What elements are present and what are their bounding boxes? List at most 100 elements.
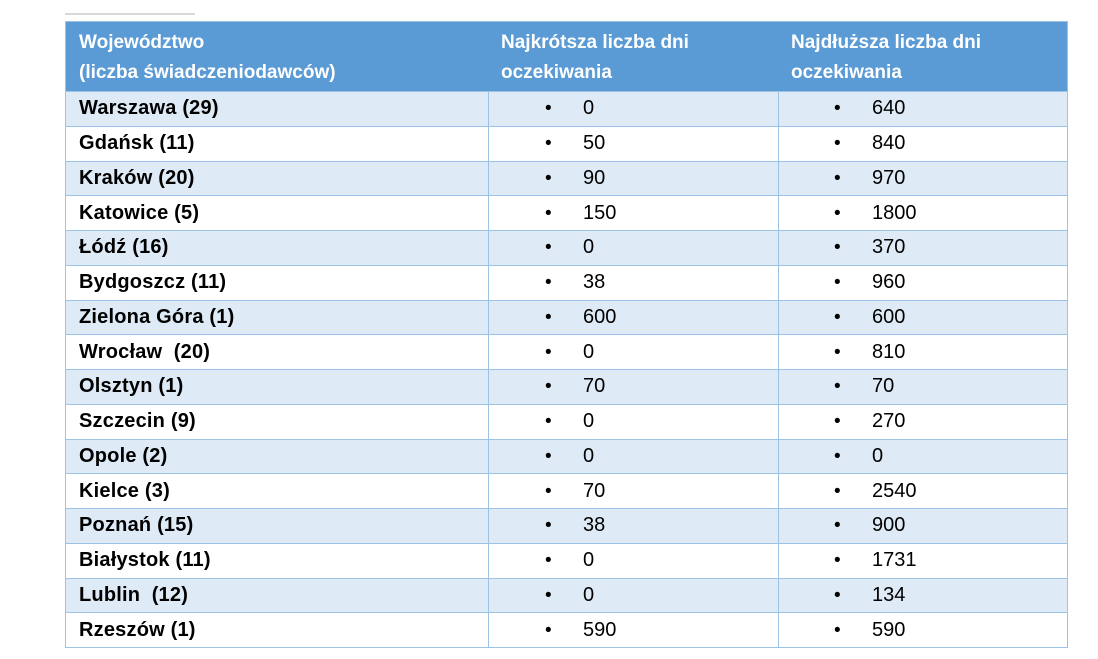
city-cell: Poznań (15): [66, 509, 488, 543]
min-days-value: 0: [583, 410, 595, 433]
table-row: Lublin (12) • 0 • 134: [66, 578, 1067, 614]
bullet-icon: •: [545, 550, 552, 572]
bullet-icon: •: [834, 445, 841, 467]
max-days-value: 970: [872, 166, 906, 189]
header-line: oczekiwania: [501, 62, 612, 83]
bullet-icon: •: [545, 272, 552, 294]
city-label: Gdańsk (11): [79, 132, 195, 155]
bullet-icon: •: [545, 584, 552, 606]
bullet-icon: •: [834, 480, 841, 502]
city-label: Rzeszów (1): [79, 618, 196, 641]
bullet-icon: •: [545, 341, 552, 363]
header-line: Najkrótsza liczba dni: [501, 32, 689, 53]
min-days-value: 0: [583, 340, 595, 363]
city-cell: Szczecin (9): [66, 405, 488, 439]
bullet-icon: •: [834, 272, 841, 294]
min-days-value: 38: [583, 514, 606, 537]
min-days-cell: • 0: [488, 543, 778, 578]
city-label: Łódź (16): [79, 236, 169, 259]
max-days-cell: • 900: [778, 509, 1069, 543]
min-days-value: 0: [583, 549, 595, 572]
min-days-cell: • 150: [488, 196, 778, 230]
bullet-icon: •: [834, 584, 841, 606]
waiting-times-table: Województwo (liczba świadczeniodawców) N…: [65, 21, 1068, 648]
bullet-icon: •: [545, 445, 552, 467]
bullet-icon: •: [834, 306, 841, 328]
city-cell: Kraków (20): [66, 162, 488, 196]
max-days-cell: • 810: [778, 335, 1069, 369]
cropped-artifact-line: [65, 13, 195, 15]
min-days-value: 50: [583, 132, 606, 155]
bullet-icon: •: [834, 98, 841, 120]
city-label: Opole (2): [79, 444, 168, 467]
city-cell: Katowice (5): [66, 196, 488, 230]
min-days-cell: • 38: [488, 509, 778, 543]
city-label: Kraków (20): [79, 166, 195, 189]
max-days-value: 134: [872, 583, 906, 606]
header-cell-max-days: Najdłuższa liczba dni oczekiwania: [778, 22, 1069, 91]
city-cell: Lublin (12): [66, 579, 488, 613]
min-days-value: 0: [583, 236, 595, 259]
header-line: Województwo: [79, 32, 205, 53]
max-days-value: 370: [872, 236, 906, 259]
bullet-icon: •: [834, 237, 841, 259]
max-days-value: 70: [872, 375, 895, 398]
max-days-cell: • 600: [778, 300, 1069, 335]
city-label: Katowice (5): [79, 201, 200, 224]
table-row: Wrocław (20) • 0 • 810: [66, 335, 1067, 370]
max-days-value: 960: [872, 271, 906, 294]
table-body: Warszawa (29) • 0 • 640 Gdańsk (11) • 50…: [66, 92, 1067, 647]
max-days-cell: • 270: [778, 404, 1069, 439]
table-row: Bydgoszcz (11) • 38 • 960: [66, 265, 1067, 301]
table-row: Katowice (5) • 150 • 1800: [66, 196, 1067, 231]
min-days-value: 150: [583, 201, 617, 224]
table-row: Warszawa (29) • 0 • 640: [66, 92, 1067, 127]
table-row: Białystok (11) • 0 • 1731: [66, 543, 1069, 579]
bullet-icon: •: [834, 619, 841, 641]
min-days-cell: • 38: [488, 265, 778, 300]
max-days-value: 0: [872, 444, 884, 467]
max-days-cell: • 1800: [778, 196, 1069, 230]
city-label: Zielona Góra (1): [79, 305, 235, 328]
bullet-icon: •: [545, 133, 552, 155]
min-days-cell: • 590: [488, 613, 778, 647]
min-days-value: 590: [583, 618, 617, 641]
header-line: (liczba świadczeniodawców): [79, 62, 336, 83]
max-days-cell: • 840: [778, 126, 1069, 161]
max-days-cell: • 0: [778, 439, 1069, 474]
max-days-cell: • 970: [778, 161, 1069, 196]
bullet-icon: •: [834, 341, 841, 363]
max-days-cell: • 640: [778, 92, 1069, 126]
city-cell: Gdańsk (11): [66, 127, 488, 161]
min-days-cell: • 600: [488, 300, 778, 335]
min-days-cell: • 0: [488, 231, 778, 265]
table-row: Rzeszów (1) • 590 • 590: [66, 613, 1067, 647]
min-days-cell: • 0: [488, 92, 778, 126]
min-days-value: 70: [583, 375, 606, 398]
bullet-icon: •: [834, 133, 841, 155]
min-days-value: 600: [583, 305, 617, 328]
max-days-cell: • 1731: [778, 543, 1069, 578]
min-days-value: 0: [583, 97, 595, 120]
city-label: Wrocław (20): [79, 340, 211, 363]
city-label: Białystok (11): [79, 549, 211, 572]
max-days-value: 900: [872, 514, 906, 537]
max-days-cell: • 70: [778, 370, 1069, 404]
bullet-icon: •: [545, 306, 552, 328]
city-cell: Białystok (11): [66, 544, 488, 578]
header-cell-wojewodztwo: Województwo (liczba świadczeniodawców): [66, 22, 488, 91]
table-row: Zielona Góra (1) • 600 • 600: [66, 300, 1069, 336]
min-days-cell: • 0: [488, 404, 778, 439]
city-label: Bydgoszcz (11): [79, 271, 227, 294]
max-days-value: 600: [872, 305, 906, 328]
city-cell: Opole (2): [66, 440, 488, 474]
table-row: Kraków (20) • 90 • 970: [66, 161, 1069, 197]
city-cell: Kielce (3): [66, 474, 488, 508]
min-days-value: 90: [583, 166, 606, 189]
city-label: Warszawa (29): [79, 97, 219, 120]
bullet-icon: •: [545, 237, 552, 259]
min-days-cell: • 70: [488, 370, 778, 404]
bullet-icon: •: [545, 167, 552, 189]
bullet-icon: •: [834, 167, 841, 189]
